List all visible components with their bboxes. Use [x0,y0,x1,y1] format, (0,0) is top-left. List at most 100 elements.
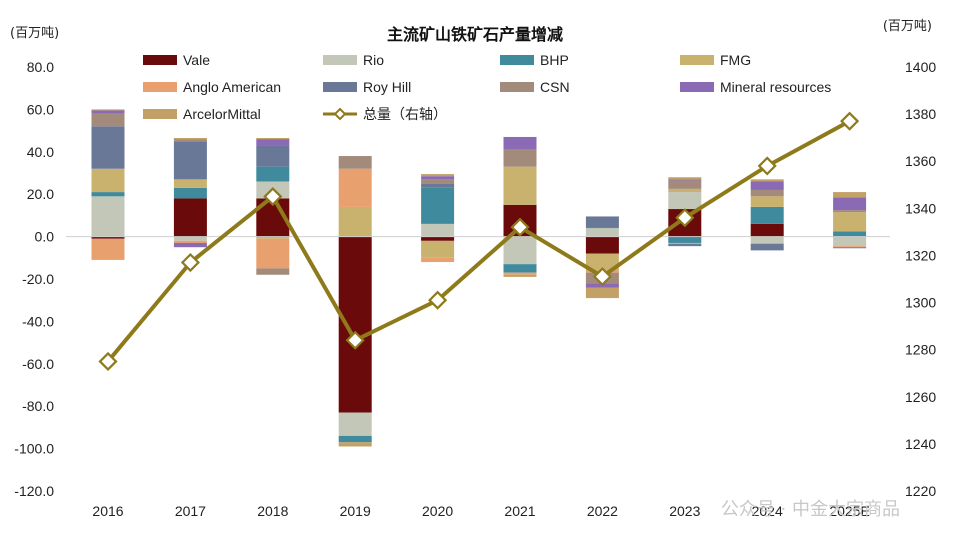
bar-segment [421,223,455,237]
legend-swatch [143,109,177,119]
total-line-marker [263,186,283,207]
bar-segment [338,156,372,169]
legend-label: Anglo American [183,79,281,95]
y-tick-label: -40.0 [22,313,54,329]
chart-title: 主流矿山铁矿石产量增减 [387,25,563,44]
bar-segment [338,442,372,447]
legend-swatch [680,82,714,92]
bar-segment [833,236,867,247]
bar-segment [91,168,125,193]
legend-swatch [143,82,177,92]
bar-segment [421,236,455,241]
bar-segment [421,183,455,188]
left-axis-unit: (百万吨) [10,26,59,41]
y-tick-label: -60.0 [22,356,54,372]
bar-segment [256,138,290,140]
y2-tick-label: 1280 [905,342,936,358]
legend-label: Mineral resources [720,79,831,95]
bar-segment [668,180,702,189]
right-axis: 1400 1380 1360 1340 1320 1300 1280 1260 1240 1220 [905,59,936,499]
x-axis: 2016 2017 2018 2019 2020 2021 2022 2023 2024 2025… [92,503,869,519]
bar-segment [750,236,784,243]
y2-tick-label: 1340 [905,200,936,216]
legend-swatch [323,82,357,92]
bar-segment [833,247,867,249]
bar-segment [503,264,537,273]
bar-segment [833,192,867,198]
legend-label: FMG [720,52,751,68]
bar-segment [585,253,619,271]
bar-segment [750,196,784,207]
bar-segment [173,139,207,142]
total-line-series [98,111,860,372]
total-line-marker [592,267,612,287]
y-tick-label: 40.0 [27,144,54,160]
bar-segment [668,236,702,243]
bar-segment [338,206,372,237]
legend-swatch-marker [333,107,347,121]
y-tick-label: 60.0 [27,101,54,117]
legend-label: 总量（右轴） [363,106,447,122]
y-tick-label: 80.0 [27,59,54,75]
bar-segment [256,238,290,269]
bar-segment [173,240,207,243]
y2-tick-label: 1300 [905,295,936,311]
x-tick-label: 2024 [752,503,783,519]
bars [91,109,867,447]
total-line-marker [840,111,860,131]
bar-segment [173,187,207,199]
bar-segment [750,179,784,182]
total-line-marker [510,217,530,237]
right-axis-unit: (百万吨) [883,19,932,34]
x-tick-label: 2017 [175,503,206,519]
left-axis: 80.0 60.0 40.0 20.0 0.0 -20.0 -40.0 -60.0 -80.0 -… [14,59,54,499]
bar-segment [833,212,867,232]
legend-label: Roy Hill [363,79,411,95]
bar-segment [173,138,207,140]
bar-segment [750,181,784,190]
bar-segment [173,141,207,180]
x-tick-label: 2016 [92,503,123,519]
y2-tick-label: 1260 [905,389,936,405]
bar-segment [833,246,867,248]
bar-segment [338,412,372,436]
bar-segment [173,242,207,248]
total-line-marker [428,290,448,310]
total-line-marker [98,351,118,372]
legend-swatch [680,55,714,65]
watermark: 公众号 · 中金大宗商品 [721,499,900,520]
legend-label: Vale [183,52,210,68]
y2-tick-label: 1240 [905,436,936,452]
bar-segment [668,242,702,245]
bar-segment [421,240,455,258]
bar-segment [421,187,455,224]
bar-segment [173,198,207,237]
bar-segment [750,244,784,251]
legend-label: CSN [540,79,570,95]
bar-segment [668,188,702,193]
bar-segment [503,136,537,150]
bar-segment [668,177,702,180]
bar-segment [91,110,125,114]
bar-segment [750,223,784,237]
bar-segment [91,192,125,197]
bar-segment [585,227,619,229]
bar-segment [750,242,784,245]
bar-segment [421,257,455,263]
bar-segment [503,149,537,167]
bar-segment [91,238,125,260]
bar-segment [833,231,867,237]
bar-segment [338,435,372,443]
bar-segment [256,236,290,239]
bar-segment [833,210,867,213]
bar-segment [338,236,372,413]
bar-segment [256,145,290,167]
bar-segment [503,272,537,275]
bar-segment [585,216,619,228]
bar-segment [585,287,619,299]
bar-segment [585,236,619,254]
legend-swatch [500,82,534,92]
bar-segment [833,197,867,211]
x-tick-label: 2023 [669,503,700,519]
